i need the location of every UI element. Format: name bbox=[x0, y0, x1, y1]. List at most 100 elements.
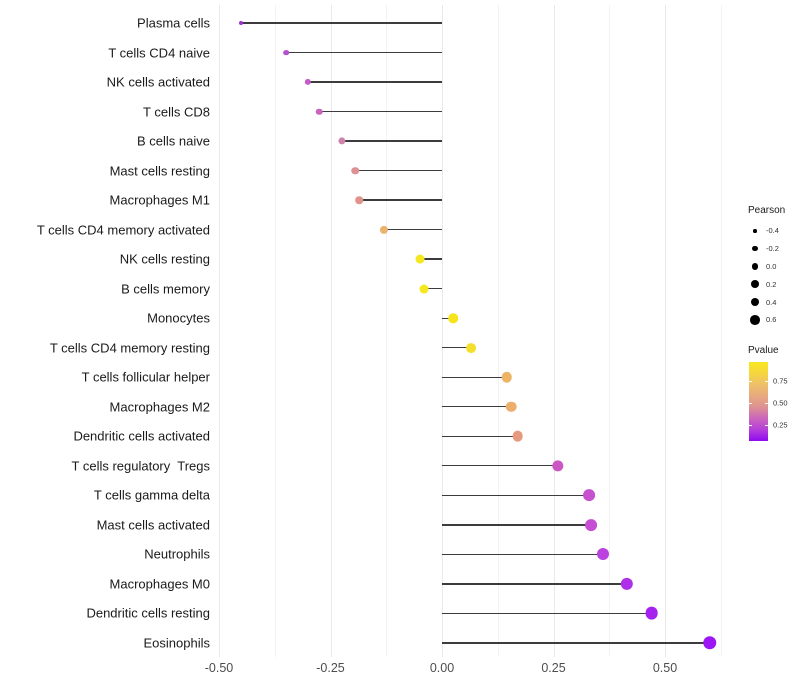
legend-size-entry: -0.4 bbox=[748, 222, 800, 240]
legend-size-dot bbox=[751, 263, 759, 270]
lollipop-stem bbox=[359, 199, 442, 201]
lollipop-stem bbox=[341, 140, 442, 142]
lollipop-stem bbox=[442, 642, 710, 644]
y-axis-label: Eosinophils bbox=[143, 635, 211, 651]
gridline-major bbox=[553, 5, 555, 657]
lollipop-dot bbox=[583, 489, 596, 502]
legend: Pearson -0.4 -0.2 0.0 0.2 0.4 0.6 Pvalue 0.75… bbox=[744, 205, 800, 441]
pvalue-gradient-tick bbox=[765, 403, 768, 405]
lollipop-dot bbox=[379, 225, 389, 234]
lollipop-dot bbox=[338, 137, 346, 145]
lollipop-dot bbox=[316, 108, 323, 115]
legend-pvalue: Pvalue 0.75 0.50 0.25 bbox=[744, 345, 800, 441]
legend-size-entry: -0.2 bbox=[748, 240, 800, 258]
y-axis-label: Mast cells resting bbox=[109, 163, 210, 179]
gridline-minor bbox=[274, 5, 276, 657]
gridline-minor bbox=[609, 5, 611, 657]
lollipop-stem bbox=[442, 435, 518, 437]
pvalue-gradient-tick bbox=[765, 381, 768, 383]
legend-size-dot bbox=[750, 315, 760, 325]
legend-size-dot-cell bbox=[748, 229, 762, 233]
gridline-major bbox=[665, 5, 666, 657]
lollipop-dot bbox=[501, 371, 512, 383]
legend-pearson: Pearson -0.4 -0.2 0.0 0.2 0.4 0.6 bbox=[744, 205, 800, 329]
legend-size-dot-cell bbox=[748, 315, 762, 325]
legend-size-dot-cell bbox=[748, 263, 762, 270]
lollipop-stem bbox=[442, 494, 590, 496]
y-axis-label: T cells CD8 bbox=[143, 104, 210, 120]
legend-size-label: 0.6 bbox=[766, 315, 777, 325]
y-axis-label: Monocytes bbox=[147, 310, 210, 326]
gridline-minor bbox=[386, 5, 388, 657]
legend-size-label: -0.4 bbox=[766, 226, 779, 236]
gridline-minor bbox=[720, 5, 722, 657]
lollipop-stem bbox=[442, 376, 507, 378]
legend-pvalue-title: Pvalue bbox=[748, 344, 779, 356]
y-axis-label: T cells CD4 memory resting bbox=[49, 340, 210, 356]
pvalue-gradient-tick bbox=[749, 381, 752, 383]
lollipop-stem bbox=[442, 524, 592, 526]
lollipop-dot bbox=[512, 430, 524, 442]
gridline-major bbox=[442, 5, 443, 657]
lollipop-stem bbox=[424, 287, 442, 290]
legend-size-entry: 0.2 bbox=[748, 275, 800, 293]
legend-size-label: 0.0 bbox=[766, 261, 777, 271]
lollipop-stem bbox=[285, 51, 442, 54]
y-axis-label: T cells gamma delta bbox=[93, 487, 210, 503]
y-axis-label: Dendritic cells resting bbox=[86, 605, 210, 621]
x-axis-tick-label: 0.50 bbox=[652, 661, 678, 675]
legend-size-entry: 0.6 bbox=[748, 311, 800, 329]
lollipop-dot bbox=[585, 518, 598, 531]
legend-size-dot bbox=[750, 297, 760, 307]
legend-size-dot-cell bbox=[748, 280, 762, 289]
lollipop-stem bbox=[241, 22, 442, 24]
gridline-major bbox=[219, 5, 220, 657]
legend-size-entry: 0.4 bbox=[748, 293, 800, 311]
lollipop-dot bbox=[419, 284, 429, 294]
lollipop-dot bbox=[505, 401, 517, 413]
lollipop-stem bbox=[319, 110, 442, 113]
legend-size-label: -0.2 bbox=[766, 244, 779, 254]
lollipop-dot bbox=[305, 78, 312, 86]
lollipop-stem bbox=[442, 553, 603, 556]
legend-size-dot-cell bbox=[748, 297, 762, 307]
y-axis-label: Macrophages M1 bbox=[109, 192, 210, 208]
pvalue-gradient-tick bbox=[749, 403, 752, 405]
y-axis-label: NK cells resting bbox=[119, 251, 210, 267]
lollipop-dot bbox=[645, 607, 658, 620]
y-axis-label: Macrophages M0 bbox=[109, 576, 210, 592]
legend-size-dot bbox=[751, 280, 759, 289]
lollipop-dot bbox=[283, 49, 289, 56]
y-axis-label: NK cells activated bbox=[106, 74, 210, 90]
y-axis-label: T cells CD4 memory activated bbox=[36, 222, 210, 238]
legend-size-dot bbox=[752, 245, 758, 252]
lollipop-dot bbox=[552, 460, 564, 472]
legend-size-dot-cell bbox=[748, 245, 762, 252]
lollipop-stem bbox=[442, 347, 471, 349]
y-axis-label: T cells follicular helper bbox=[81, 369, 210, 385]
lollipop-dot bbox=[596, 548, 609, 561]
x-axis-tick-label: 0.25 bbox=[541, 661, 566, 675]
pvalue-gradient-bar bbox=[749, 361, 768, 441]
lollipop-stem bbox=[308, 81, 442, 83]
pvalue-gradient-label: 0.25 bbox=[773, 420, 788, 430]
lollipop-dot bbox=[702, 636, 717, 650]
y-axis-label: Plasma cells bbox=[137, 15, 210, 31]
lollipop-dot bbox=[355, 196, 364, 204]
legend-size-label: 0.2 bbox=[766, 279, 777, 289]
pvalue-gradient-tick bbox=[765, 424, 768, 426]
y-axis-label: T cells regulatory Tregs bbox=[71, 458, 210, 474]
legend-pearson-entries: -0.4 -0.2 0.0 0.2 0.4 0.6 bbox=[744, 222, 800, 329]
gridline-minor bbox=[497, 5, 499, 657]
lollipop-dot bbox=[351, 166, 359, 175]
lollipop-stem bbox=[355, 169, 442, 172]
pvalue-gradient-label: 0.50 bbox=[773, 398, 788, 408]
x-axis-tick-label: -0.50 bbox=[204, 661, 234, 675]
legend-pvalue-gradient-wrap: 0.75 0.50 0.25 bbox=[749, 361, 800, 441]
lollipop-dot bbox=[239, 21, 244, 25]
y-axis-label: Dendritic cells activated bbox=[73, 428, 210, 444]
pvalue-gradient-tick bbox=[749, 424, 752, 426]
legend-pearson-title: Pearson bbox=[748, 205, 786, 216]
x-axis-tick-label: -0.25 bbox=[316, 661, 345, 675]
y-axis-label: B cells naive bbox=[137, 133, 210, 149]
